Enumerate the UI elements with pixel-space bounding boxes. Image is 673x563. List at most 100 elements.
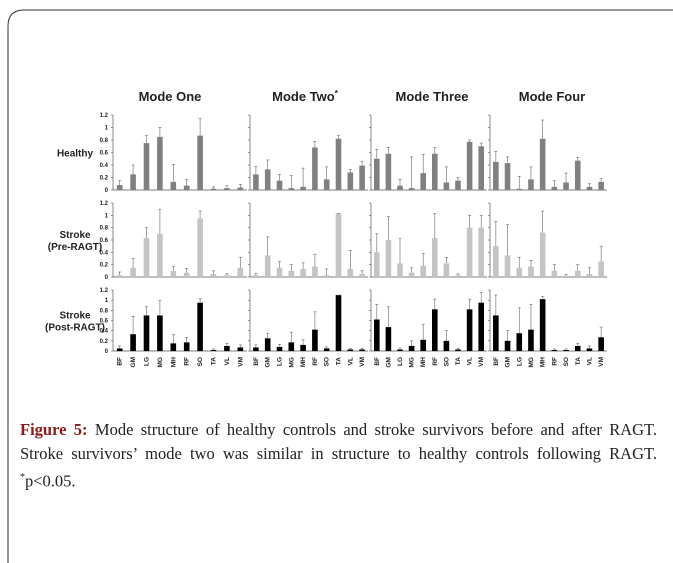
- bar: [276, 267, 283, 277]
- bar: [551, 349, 558, 351]
- bar: [300, 186, 306, 190]
- bar: [359, 349, 365, 351]
- bar: [183, 185, 190, 190]
- x-tick-label: LG: [397, 357, 404, 366]
- column-title: Mode Four: [519, 89, 585, 104]
- bar: [264, 338, 271, 351]
- y-tick-label: 0: [105, 275, 109, 281]
- bar: [312, 329, 318, 351]
- bar: [197, 218, 203, 277]
- bar: [420, 339, 426, 351]
- column-title-text: Mode Three: [396, 89, 469, 104]
- bar: [170, 343, 177, 351]
- x-tick-label: BF: [493, 357, 500, 366]
- y-tick-label: 0.4: [100, 329, 109, 335]
- bar: [374, 319, 380, 351]
- caption-note: p<0.05.: [25, 471, 76, 491]
- x-tick-label: SO: [563, 357, 570, 366]
- bar: [197, 302, 203, 351]
- x-tick-label: MH: [170, 357, 177, 367]
- bar: [276, 180, 283, 190]
- x-tick-label: MG: [528, 357, 535, 367]
- y-tick-label: 0.6: [100, 238, 109, 244]
- bar: [116, 275, 123, 277]
- bar: [130, 174, 136, 190]
- bar: [385, 153, 392, 190]
- x-tick-label: TA: [211, 357, 218, 365]
- y-tick-label: 0.2: [100, 176, 109, 182]
- y-tick-label: 1.2: [100, 113, 109, 119]
- x-tick-label: TA: [575, 357, 582, 365]
- x-tick-label: RF: [184, 357, 191, 366]
- bar: [586, 348, 593, 351]
- bar: [516, 188, 523, 190]
- x-tick-label: VM: [598, 357, 605, 367]
- row-label-line: Stroke: [59, 311, 91, 322]
- x-tick-label: LG: [516, 357, 523, 366]
- y-tick-label: 0.6: [100, 319, 109, 325]
- bar: [408, 345, 415, 351]
- bar: [528, 329, 534, 351]
- bar: [466, 227, 473, 277]
- bar: [432, 153, 438, 190]
- bar: [253, 275, 259, 277]
- y-tick-label: 0.4: [100, 163, 109, 169]
- y-tick-label: 1.2: [100, 288, 109, 294]
- column-title: Mode Two*: [272, 89, 339, 104]
- caption-marker: *: [20, 472, 25, 483]
- bar: [374, 252, 380, 277]
- bar: [478, 227, 484, 277]
- row-label: Stroke (Pre-RAGT): [48, 230, 102, 253]
- bar: [397, 349, 403, 351]
- y-tick-label: 0.8: [100, 308, 109, 314]
- bar: [359, 165, 365, 190]
- bar: [408, 272, 415, 277]
- bar: [116, 185, 123, 190]
- bar: [264, 255, 271, 277]
- bar: [493, 161, 499, 190]
- x-tick-label: GM: [130, 357, 137, 367]
- bar: [443, 182, 450, 190]
- bar: [397, 185, 403, 190]
- y-tick-label: 1.2: [100, 201, 109, 207]
- bar: [335, 213, 342, 277]
- bar: [143, 238, 150, 277]
- bar: [183, 272, 190, 277]
- bar: [598, 181, 604, 190]
- bar: [130, 267, 136, 277]
- row-label: Stroke (Post-RAGT): [45, 311, 105, 334]
- y-tick-label: 1: [105, 298, 109, 304]
- column-title: Mode One: [139, 89, 202, 104]
- bar: [563, 349, 569, 351]
- bar: [253, 174, 259, 190]
- bar: [237, 187, 244, 190]
- x-tick-label: RF: [551, 357, 558, 366]
- bar: [347, 349, 354, 351]
- bar: [224, 345, 230, 351]
- x-tick-label: VM: [359, 357, 366, 367]
- bar: [516, 333, 523, 351]
- bar: [478, 146, 484, 190]
- x-tick-label: TA: [336, 357, 343, 365]
- column-title-text: Mode Four: [519, 89, 585, 104]
- bar: [598, 337, 604, 351]
- x-tick-label: VM: [237, 357, 244, 367]
- bar: [528, 266, 534, 277]
- x-tick-label: BF: [117, 357, 124, 366]
- bar: [466, 141, 473, 190]
- bar: [157, 233, 163, 277]
- caption-label: Figure 5:: [20, 420, 88, 439]
- bar: [493, 246, 499, 277]
- bar: [455, 275, 461, 277]
- row-label-line: (Post-RAGT): [45, 323, 105, 334]
- caption: Figure 5: Mode structure of healthy cont…: [20, 418, 657, 494]
- bar: [312, 266, 318, 277]
- y-tick-label: 0.8: [100, 226, 109, 232]
- bar: [253, 347, 259, 351]
- bar: [504, 163, 511, 190]
- bar: [443, 340, 450, 351]
- column-title: Mode Three: [396, 89, 469, 104]
- column-title-text: Mode Two: [272, 89, 335, 104]
- bar: [116, 348, 123, 351]
- x-tick-label: RF: [432, 357, 439, 366]
